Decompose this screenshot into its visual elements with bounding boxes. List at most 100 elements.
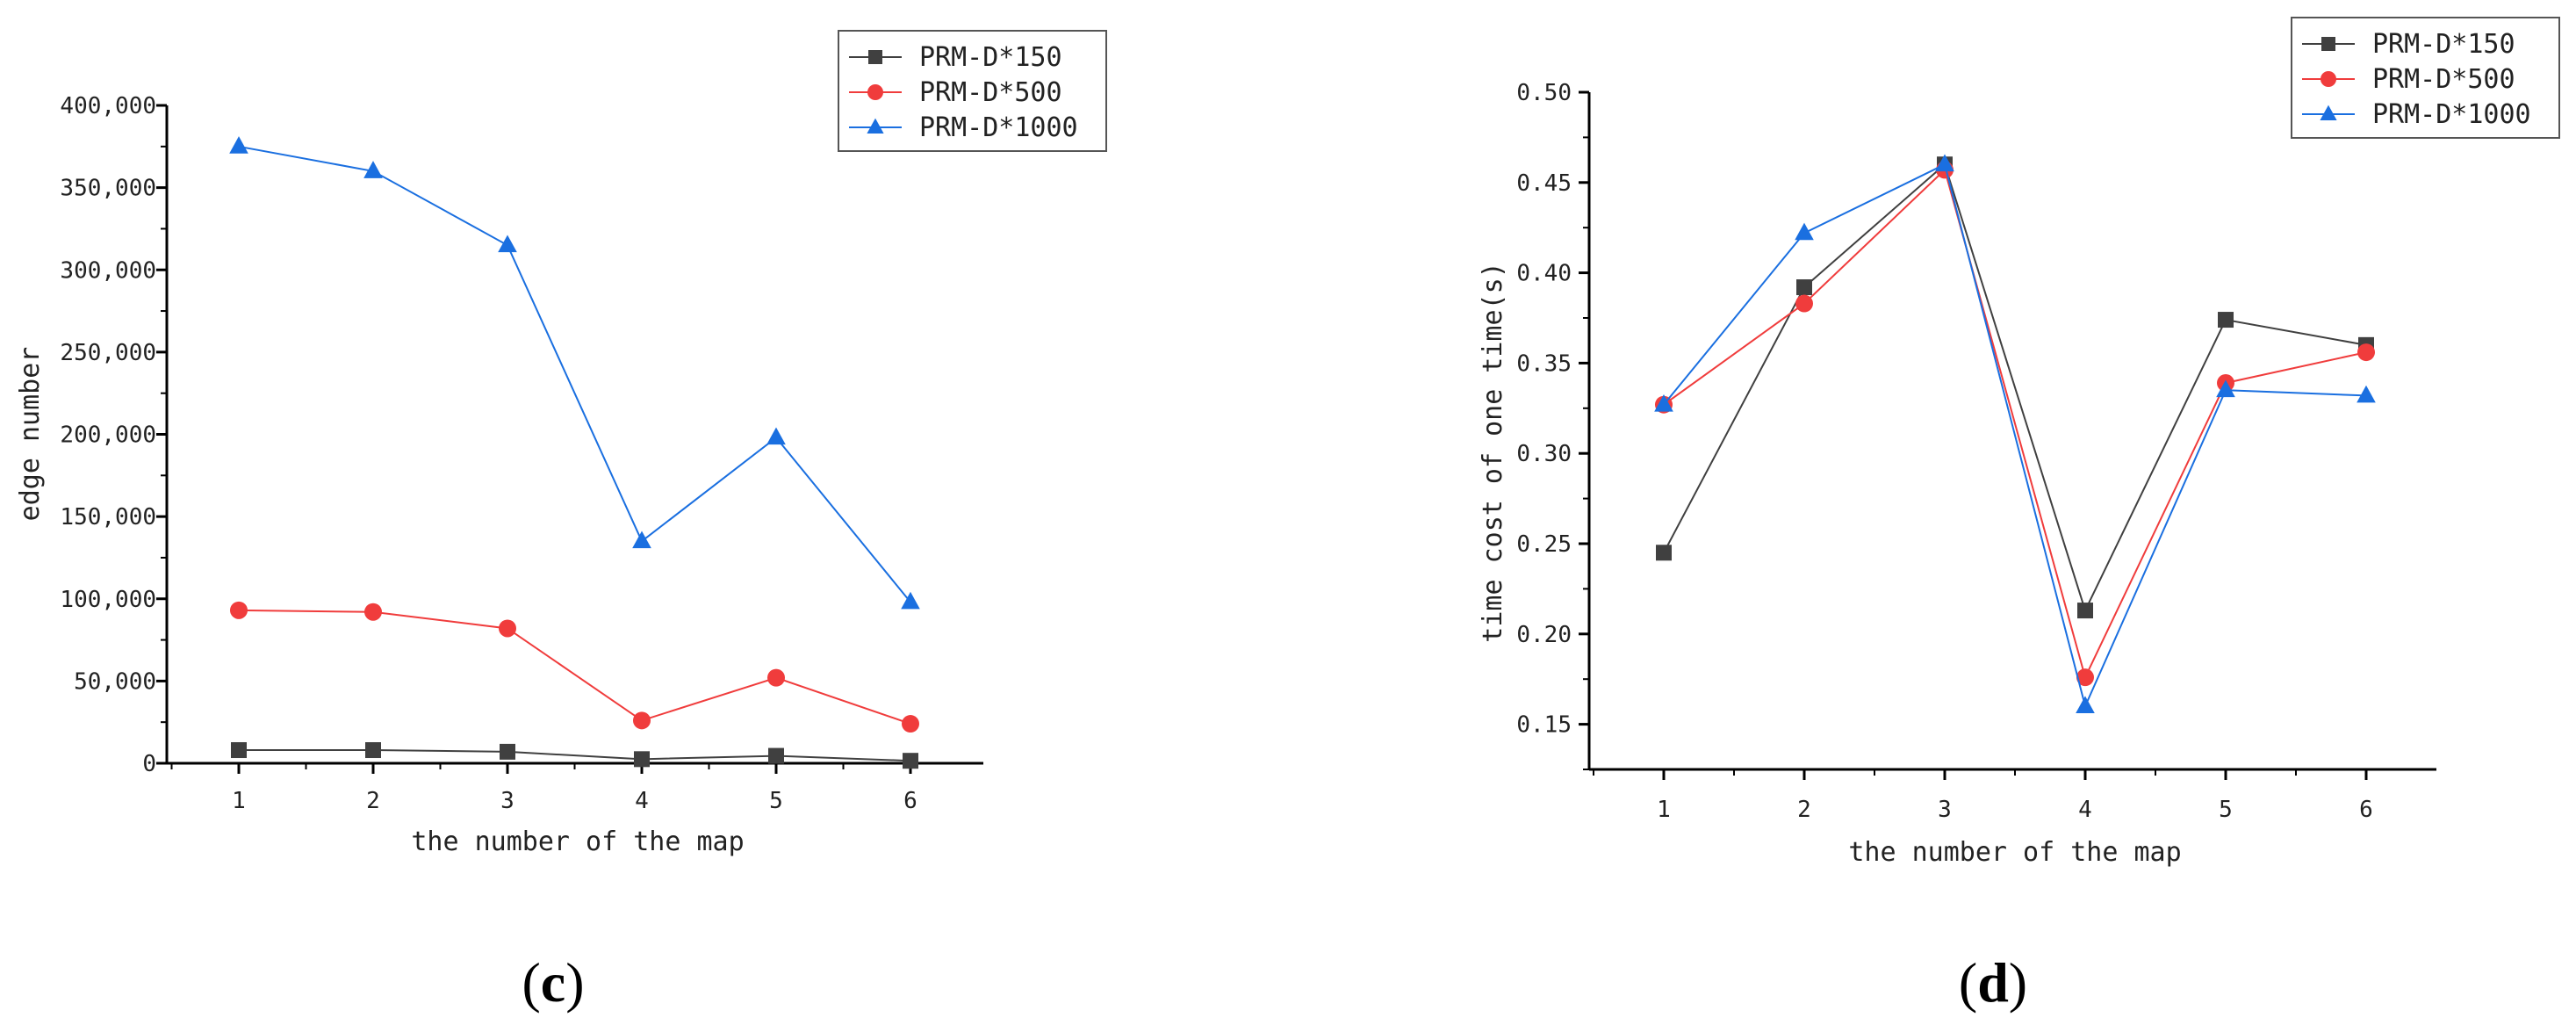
chart-d-xlabel: the number of the map: [1848, 837, 2181, 868]
chart-d-xtick-label: 1: [1657, 797, 1671, 823]
chart-d-data-point: [2076, 696, 2095, 713]
chart-d-ticks: 0.15 0.20 0.25 0.30 0.35 0.40 0.45 0.50 1 2 3 4 5 6: [1516, 80, 2372, 823]
chart-c-ytick-label: 0: [142, 751, 156, 777]
chart-d-data-point: [1795, 294, 1813, 313]
chart-d-xtick-label: 3: [1938, 797, 1952, 823]
chart-c-data-point: [498, 235, 517, 253]
chart-d-xtick-label: 2: [1797, 797, 1811, 823]
chart-d-series-2: [1654, 154, 2376, 713]
chart-c-series-line: [239, 749, 911, 762]
chart-d-series-line: [1663, 162, 2367, 710]
chart-d-data-point: [1935, 154, 1954, 172]
chart-d-ytick-label: 0.20: [1516, 622, 1572, 648]
chart-d-legend-marker: [2321, 71, 2336, 87]
chart-c-data-point: [632, 531, 651, 549]
chart-panel-c: 0 50,000 100,000 150,000 200,000 250,000 300,0…: [15, 30, 1107, 1014]
chart-d-legend-label: PRM-D*500: [2372, 64, 2515, 95]
chart-c-data-point: [903, 753, 918, 769]
chart-c-series-line: [238, 145, 911, 603]
chart-d-data-point: [2076, 668, 2094, 687]
chart-d-series-1: [1655, 161, 2375, 687]
chart-c-legend-marker: [868, 50, 882, 64]
chart-d-ytick-label: 0.30: [1516, 441, 1572, 467]
chart-d-legend-marker: [2321, 37, 2335, 51]
chart-c-axes: [165, 105, 983, 765]
chart-d-xtick-label: 6: [2359, 797, 2373, 823]
chart-d-ytick-label: 0.15: [1516, 712, 1572, 739]
chart-c-legend-marker: [867, 84, 883, 100]
chart-c-ytick-label: 400,000: [60, 93, 156, 119]
chart-d-axes: [1587, 92, 2436, 771]
chart-d-ytick-label: 0.45: [1516, 170, 1572, 197]
chart-d-data-point: [2357, 385, 2376, 403]
chart-c-data-point: [633, 711, 651, 730]
chart-d-ytick-label: 0.35: [1516, 350, 1572, 377]
chart-c-xtick-label: 2: [366, 788, 380, 814]
chart-d-data-point: [1796, 279, 1812, 296]
chart-c-legend-box: [838, 30, 1107, 152]
chart-d-ytick-label: 0.25: [1516, 531, 1572, 558]
chart-panel-d: 0.15 0.20 0.25 0.30 0.35 0.40 0.45 0.50 1 2 3 4 5 6 t…: [1478, 17, 2560, 1014]
chart-d-series-line: [1663, 162, 2367, 613]
chart-c-xtick-label: 6: [903, 788, 917, 814]
chart-c-xtick-label: 4: [635, 788, 649, 814]
chart-d-xtick-label: 4: [2078, 797, 2092, 823]
chart-c-xtick-label: 5: [769, 788, 783, 814]
chart-c-ytick-label: 350,000: [60, 176, 156, 202]
panel-label-d-letter: d: [1977, 951, 2009, 1014]
chart-c-ytick-label: 150,000: [60, 504, 156, 531]
chart-c-data-point: [500, 743, 515, 760]
chart-c-xtick-label: 1: [232, 788, 246, 814]
chart-d-legend-marker: [2320, 105, 2337, 121]
chart-c-data-point: [365, 742, 381, 759]
chart-c-ytick-label: 250,000: [60, 340, 156, 366]
panel-label-c: (c): [522, 951, 584, 1014]
chart-d-data-point: [1795, 222, 1814, 241]
chart-c-data-point: [364, 603, 382, 621]
chart-c-data-point: [499, 619, 516, 638]
chart-c-legend-label: PRM-D*150: [919, 42, 1062, 73]
chart-d-legend-label: PRM-D*1000: [2372, 99, 2531, 130]
chart-d-ylabel: time cost of one time(s): [1478, 262, 1508, 642]
panel-label-d: (d): [1959, 951, 2027, 1014]
chart-c-data-point: [229, 136, 248, 154]
chart-c-legend-label: PRM-D*1000: [919, 112, 1078, 143]
chart-c-data-point: [634, 751, 650, 768]
chart-d-data-point: [2216, 379, 2235, 398]
chart-d-series-0: [1656, 156, 2374, 619]
chart-c-series-line: [238, 609, 911, 725]
chart-c-series-1: [230, 601, 919, 733]
chart-d-series-line: [1663, 168, 2367, 680]
chart-c-data-point: [363, 161, 383, 178]
chart-c-legend-marker: [867, 118, 884, 134]
chart-c-ylabel: edge number: [15, 347, 46, 522]
chart-c-ytick-label: 300,000: [60, 257, 156, 284]
chart-d-data-point: [1654, 393, 1673, 412]
chart-c-ytick-label: 50,000: [74, 668, 156, 695]
panel-label-c-letter: c: [541, 951, 565, 1014]
chart-c-data-point: [767, 668, 785, 687]
chart-c-data-point: [231, 742, 247, 759]
chart-c-series: [229, 136, 920, 769]
chart-d-data-point: [2357, 343, 2375, 362]
chart-d-data-point: [2218, 312, 2234, 328]
chart-c-data-point: [230, 601, 248, 619]
chart-d-data-point: [2077, 603, 2093, 619]
chart-c-ytick-label: 100,000: [60, 587, 156, 613]
chart-c-series-2: [229, 136, 920, 610]
chart-c-legend: PRM-D*150 PRM-D*500 PRM-D*1000: [838, 30, 1107, 152]
chart-c-series-0: [231, 742, 918, 769]
chart-c-ytick-label: 200,000: [60, 422, 156, 449]
chart-c-data-point: [768, 747, 784, 764]
chart-c-data-point: [766, 427, 786, 445]
chart-d-legend: PRM-D*150 PRM-D*500 PRM-D*1000: [2291, 17, 2560, 139]
chart-c-xtick-label: 3: [500, 788, 514, 814]
chart-d-legend-label: PRM-D*150: [2372, 29, 2515, 60]
chart-d-data-point: [1656, 545, 1672, 561]
chart-c-xlabel: the number of the map: [411, 826, 744, 857]
chart-c-data-point: [901, 591, 920, 610]
chart-d-ytick-label: 0.40: [1516, 261, 1572, 287]
chart-c-legend-label: PRM-D*500: [919, 77, 1062, 108]
chart-c-data-point: [902, 715, 919, 733]
